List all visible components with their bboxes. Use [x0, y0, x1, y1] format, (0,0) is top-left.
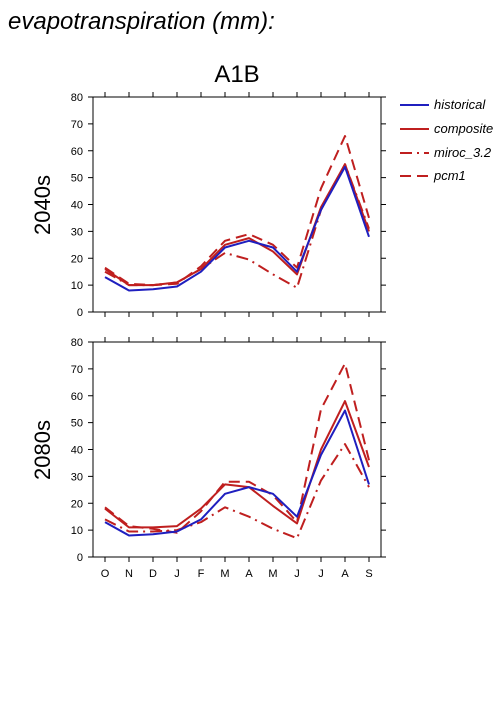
legend-label-historical: historical	[434, 97, 486, 112]
y-tick-label: 70	[71, 119, 83, 131]
plot-frame	[92, 341, 382, 558]
legend-item-miroc: miroc_3.2	[400, 145, 492, 160]
legend-label-composite: composite	[434, 121, 493, 136]
x-tick-label: J	[294, 568, 300, 580]
y-tick-label: 80	[71, 92, 83, 104]
legend-item-pcm1: pcm1	[400, 168, 466, 183]
y-tick-label: 0	[77, 552, 83, 564]
y-tick-label: 60	[71, 146, 83, 158]
legend: historical composite miroc_3.2 pcm1	[400, 97, 493, 183]
series-line-composite	[104, 163, 370, 287]
y-tick-label: 0	[77, 307, 83, 319]
x-tick-label: N	[125, 568, 133, 580]
y-tick-label: 80	[71, 337, 83, 349]
legend-label-miroc: miroc_3.2	[434, 145, 492, 160]
page-title: evapotranspiration (mm):	[8, 8, 275, 35]
x-tick-label: M	[268, 568, 277, 580]
plot-frame	[92, 96, 382, 313]
y-tick-label: 40	[71, 445, 83, 457]
y-tick-label: 50	[71, 418, 83, 430]
panel-2080s: 0 10 20 30 40 50 60 70 80 O N D J F M A M J J A S	[71, 337, 386, 580]
x-tick-label: J	[318, 568, 324, 580]
x-tick-label: O	[101, 568, 110, 580]
y-tick-label: 10	[71, 525, 83, 537]
x-tick-label: A	[341, 568, 349, 580]
legend-item-composite: composite	[400, 121, 493, 136]
series-line-miroc-3-2	[104, 163, 370, 289]
row-label-2080s: 2080s	[30, 420, 55, 480]
x-tick-label: M	[220, 568, 229, 580]
y-tick-label: 30	[71, 471, 83, 483]
x-tick-label: D	[149, 568, 157, 580]
y-tick-label: 10	[71, 280, 83, 292]
series-line-composite	[104, 400, 370, 529]
row-label-2040s: 2040s	[30, 175, 55, 235]
legend-item-historical: historical	[400, 97, 486, 112]
scenario-title: A1B	[214, 61, 259, 88]
series-line-pcm1	[104, 135, 370, 287]
x-tick-label: F	[198, 568, 205, 580]
legend-label-pcm1: pcm1	[433, 168, 466, 183]
y-tick-label: 30	[71, 226, 83, 238]
y-tick-label: 20	[71, 253, 83, 265]
y-tick-label: 20	[71, 498, 83, 510]
series-line-pcm1	[104, 362, 370, 534]
panel-2040s: 0 10 20 30 40 50 60 70 80	[71, 92, 386, 319]
y-tick-label: 50	[71, 173, 83, 185]
series-line-historical	[104, 165, 370, 292]
series-line-historical	[104, 409, 370, 537]
x-tick-label: S	[365, 568, 372, 580]
x-tick-label: J	[174, 568, 180, 580]
y-tick-label: 40	[71, 200, 83, 212]
y-tick-label: 60	[71, 391, 83, 403]
x-tick-label: A	[245, 568, 253, 580]
y-tick-label: 70	[71, 364, 83, 376]
